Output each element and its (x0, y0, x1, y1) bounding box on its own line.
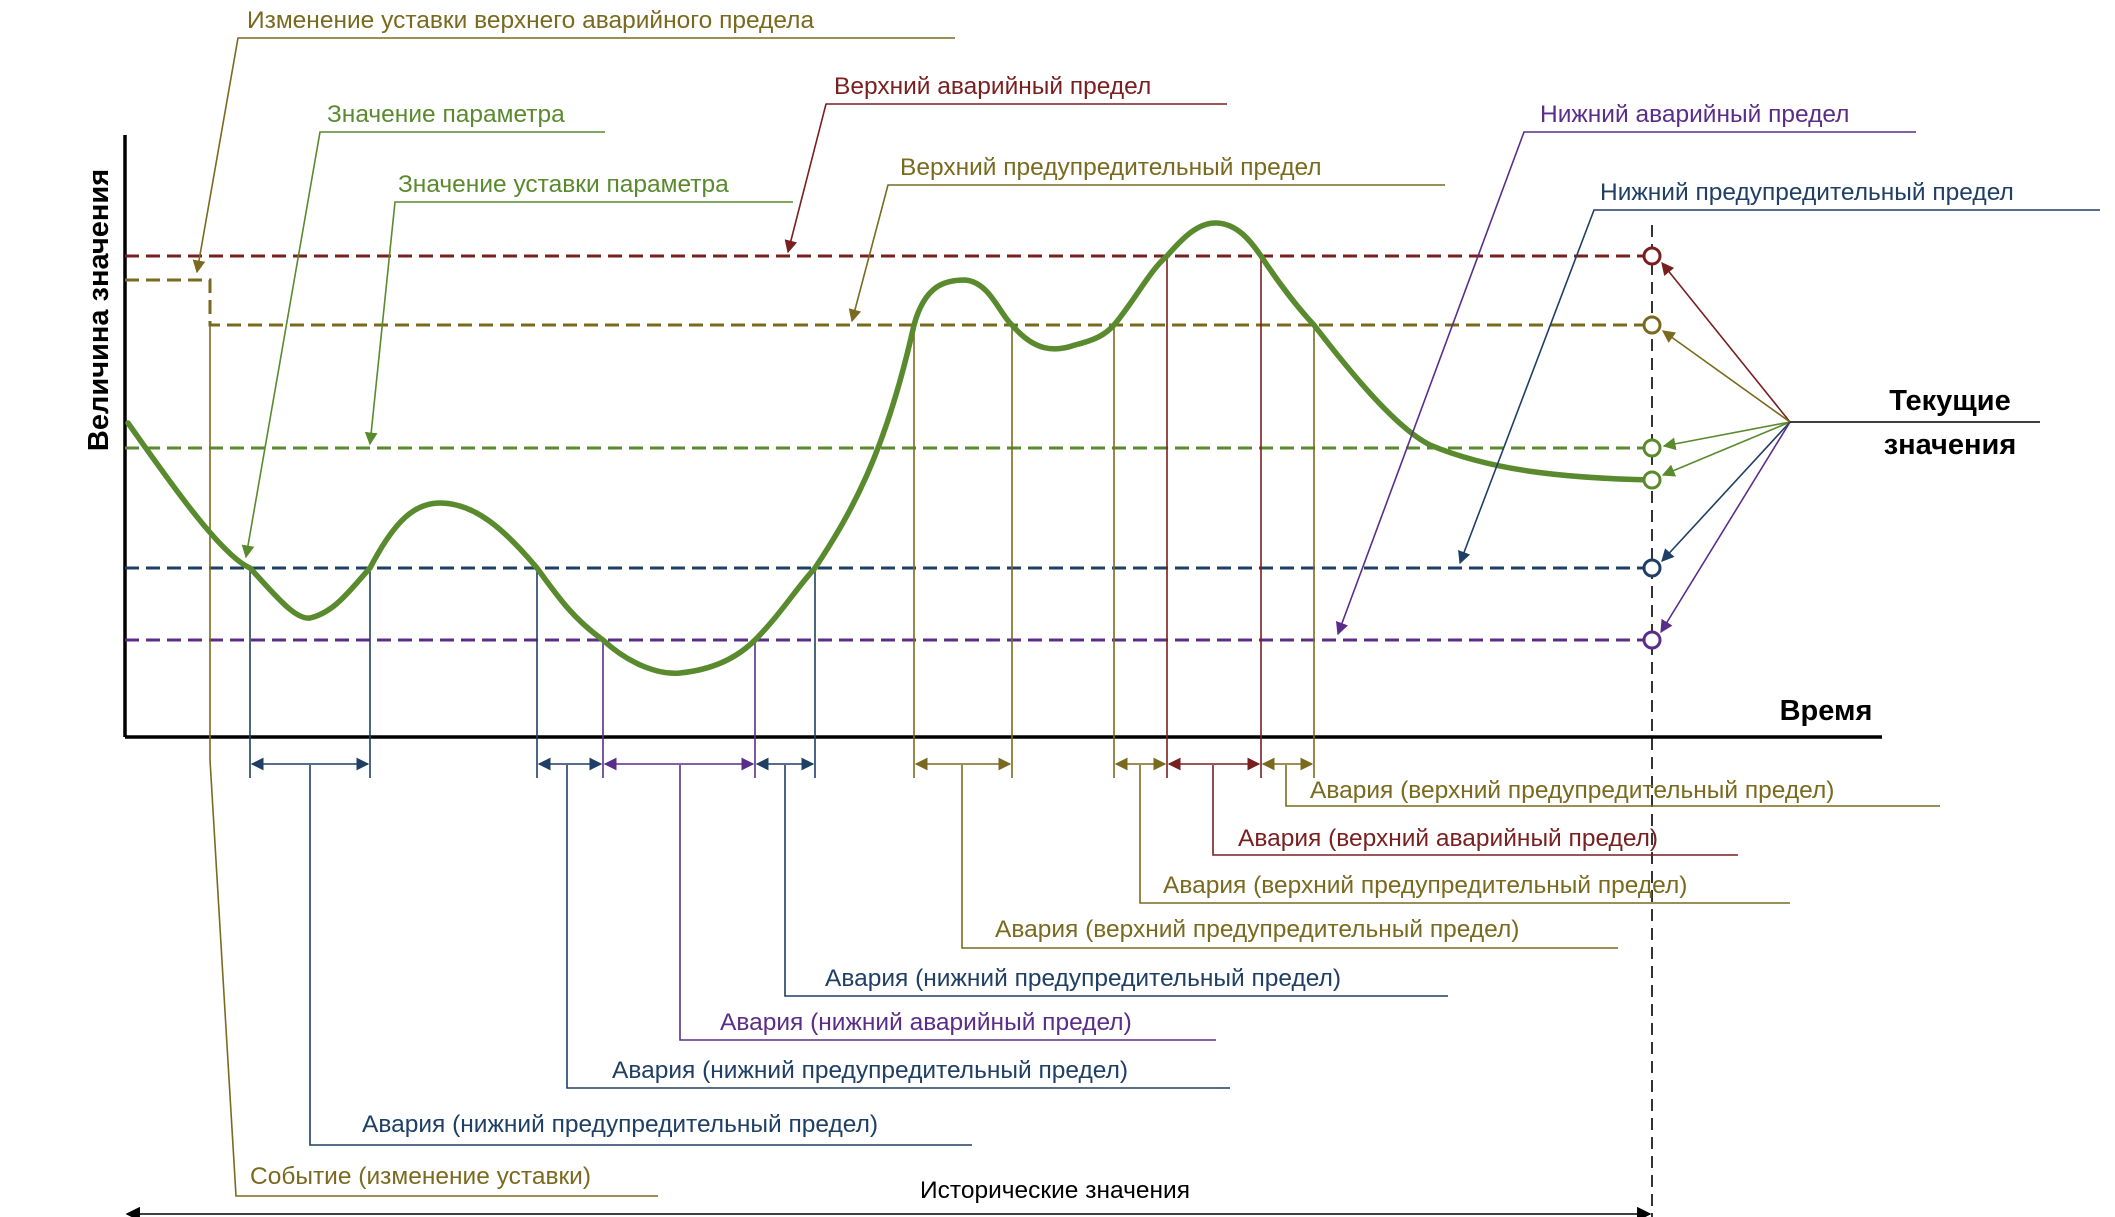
event-label-8: Авария (нижний предупредительный предел) (362, 1111, 878, 1138)
low-warning-label: Нижний предупредительный предел (1600, 179, 2014, 206)
setpoint-value-label: Значение уставки параметра (398, 171, 729, 198)
event-setpoint-change: Событие (изменение уставки) (209, 759, 658, 1197)
event-high-warning-2: Авария (верхний предупредительный предел… (1139, 765, 1790, 904)
arrow-to-low-alarm (1660, 421, 1791, 634)
event-label-3: Авария (верхний предупредительный предел… (1163, 872, 1687, 899)
high-warning-label: Верхний предупредительный предел (900, 154, 1322, 181)
parameter-value-curve (125, 220, 1655, 676)
callout-high-warning: Верхний предупредительный предел (848, 154, 1445, 323)
callout-low-alarm: Нижний аварийный предел (1336, 101, 1916, 636)
event-label-2: Авария (верхний аварийный предел) (1238, 825, 1658, 852)
callout-setpoint-value: Значение уставки параметра (364, 171, 793, 446)
high-alarm-label: Верхний аварийный предел (834, 73, 1151, 100)
current-values-arrows (1660, 262, 1791, 634)
callout-high-alarm: Верхний аварийный предел (784, 73, 1227, 254)
callout-param-value: Значение параметра (241, 101, 605, 559)
event-high-warning-1: Авария (верхний предупредительный предел… (1285, 765, 1940, 807)
current-high-warning-circle (1642, 315, 1662, 335)
event-label-9: Событие (изменение уставки) (250, 1163, 591, 1190)
event-label-5: Авария (нижний предупредительный предел) (825, 965, 1341, 992)
event-low-warning-2: Авария (нижний предупредительный предел) (566, 765, 1230, 1089)
event-high-alarm: Авария (верхний аварийный предел) (1212, 765, 1738, 856)
current-setpoint-circle (1642, 438, 1662, 458)
current-low-warning-circle (1642, 558, 1662, 578)
event-low-warning-3: Авария (нижний предупредительный предел) (309, 765, 972, 1146)
current-param-circle (1642, 470, 1662, 490)
crossing-markers (209, 256, 1315, 778)
setpoint-change-line (125, 278, 1652, 327)
current-values-label-1: Текущие (1889, 385, 2010, 417)
current-values-label-2: значения (1884, 429, 2017, 461)
arrow-to-param (1661, 421, 1791, 477)
event-high-warning-3: Авария (верхний предупредительный предел… (961, 765, 1618, 949)
current-high-alarm-circle (1642, 246, 1662, 266)
setpoint-change-label: Изменение уставки верхнего аварийного пр… (247, 7, 814, 34)
arrow-to-setpoint (1662, 421, 1791, 451)
callout-low-warning: Нижний предупредительный предел (1458, 179, 2100, 565)
y-axis-label: Величина значения (83, 169, 115, 451)
event-low-warning-1: Авария (нижний предупредительный предел) (784, 765, 1448, 997)
arrow-to-low-warning (1661, 421, 1791, 562)
current-low-alarm-circle (1642, 630, 1662, 650)
event-label-7: Авария (нижний предупредительный предел) (612, 1057, 1128, 1084)
event-label-6: Авария (нижний аварийный предел) (720, 1009, 1132, 1036)
event-low-alarm: Авария (нижний аварийный предел) (679, 765, 1216, 1041)
event-label-1: Авария (верхний предупредительный предел… (1310, 777, 1834, 804)
historical-values-label: Исторические значения (920, 1177, 1190, 1204)
x-axis-label: Время (1780, 695, 1873, 727)
arrow-to-high-alarm (1661, 262, 1791, 423)
current-value-circles (1642, 246, 1662, 650)
callout-setpoint-change: Изменение уставки верхнего аварийного пр… (192, 7, 955, 274)
param-value-label: Значение параметра (327, 101, 565, 128)
event-label-4: Авария (верхний предупредительный предел… (995, 916, 1519, 943)
arrow-to-high-warning (1661, 330, 1791, 423)
low-alarm-label: Нижний аварийный предел (1540, 101, 1849, 128)
